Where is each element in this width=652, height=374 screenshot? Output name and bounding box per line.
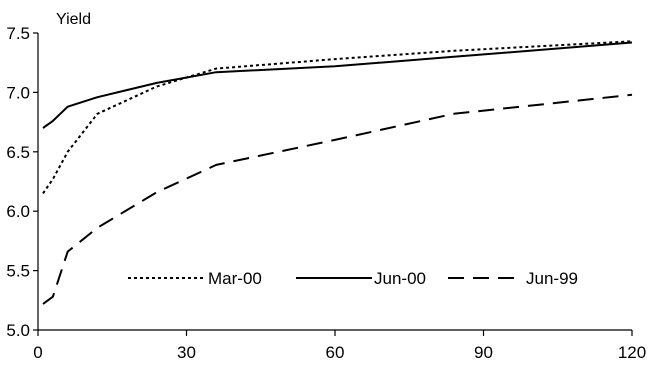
y-tick-label: 7.5 <box>6 24 30 43</box>
series-line-jun-99 <box>42 93 633 305</box>
y-tick-label: 5.0 <box>6 321 30 340</box>
tick-labels: 5.0 5.5 6.0 6.5 7.0 7.5 0 30 60 90 120 <box>6 24 646 362</box>
legend-label: Jun-00 <box>374 269 426 288</box>
series-lines <box>42 40 633 305</box>
legend: Mar-00 Jun-00 Jun-99 <box>128 269 578 288</box>
y-tick-label: 6.5 <box>6 143 30 162</box>
series-line-mar-00 <box>42 40 633 194</box>
y-tick-label: 5.5 <box>6 262 30 281</box>
x-tick-label: 30 <box>177 343 196 362</box>
x-tick-label: 60 <box>326 343 345 362</box>
x-tick-label: 90 <box>474 343 493 362</box>
y-axis-title: Yield <box>56 11 91 28</box>
x-tick-label: 120 <box>618 343 646 362</box>
y-tick-label: 6.0 <box>6 202 30 221</box>
legend-label: Mar-00 <box>208 269 262 288</box>
series-line-jun-00 <box>42 41 633 129</box>
x-tick-label: 0 <box>33 343 42 362</box>
y-tick-label: 7.0 <box>6 83 30 102</box>
axes <box>33 32 633 336</box>
legend-label: Jun-99 <box>526 269 578 288</box>
